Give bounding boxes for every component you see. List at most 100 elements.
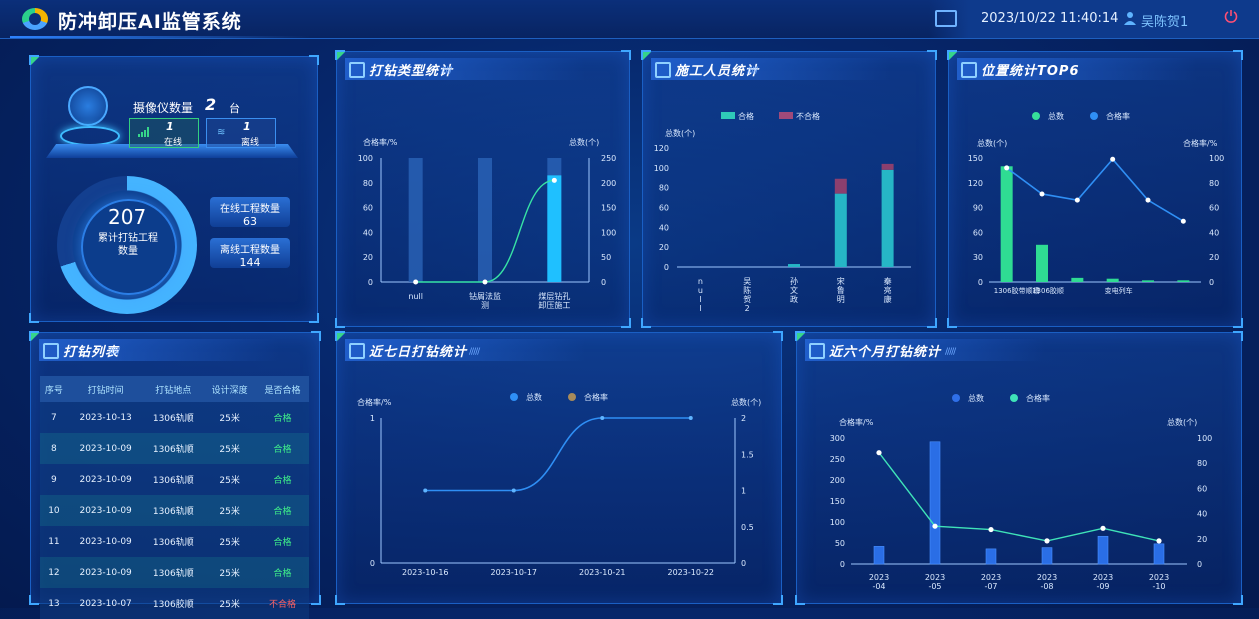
- panel-title-bar: 近六个月打钻统计 /////: [805, 339, 1045, 361]
- y-tick-label-left: 30: [973, 253, 983, 262]
- y-tick-label-left: 0: [840, 560, 845, 569]
- legend-label: 合格: [738, 111, 754, 121]
- series-line: [1006, 158, 1184, 222]
- offline-projects-value: 144: [239, 256, 261, 269]
- wifi-icon: ≋: [217, 127, 226, 138]
- y-axis-title-left: 合格率/%: [357, 397, 392, 407]
- panel-corner-mark: [337, 52, 345, 60]
- table-row[interactable]: 8 2023-10-09 1306轨顺 25米 合格: [40, 433, 309, 464]
- x-tick-label: 吴: [743, 277, 751, 286]
- table-row[interactable]: 9 2023-10-09 1306轨顺 25米 合格: [40, 464, 309, 495]
- offline-camera-count: 1: [243, 120, 251, 133]
- cell-location: 1306轨顺: [143, 495, 204, 526]
- x-tick-label: 2023: [981, 573, 1001, 582]
- legend-swatch: [779, 112, 793, 119]
- y-tick-label-right: 0: [1209, 278, 1214, 287]
- cell-qualified: 合格: [256, 433, 309, 464]
- panel-title: 施工人员统计: [675, 64, 760, 79]
- point: [1100, 525, 1106, 531]
- cell-depth: 25米: [203, 464, 257, 495]
- y-tick-label-right: 100: [1197, 434, 1212, 443]
- y-tick-label-left: 0: [368, 278, 373, 287]
- x-tick-label: 1306胶顺: [1032, 286, 1064, 295]
- x-tick-label: 秦: [884, 276, 892, 286]
- point: [1074, 197, 1080, 203]
- title-slash-deco: /////: [109, 347, 120, 357]
- header-username[interactable]: 吴陈贺1: [1141, 15, 1189, 30]
- y-tick-label-right: 40: [1197, 510, 1207, 519]
- bar-qualified: [834, 193, 847, 267]
- cell-time: 2023-10-07: [67, 588, 144, 619]
- legend-label: 总数: [1048, 111, 1064, 121]
- y-tick-label-left: 20: [363, 253, 373, 262]
- y-tick-label: 40: [659, 223, 669, 232]
- app-logo: [22, 8, 48, 30]
- online-projects-label: 在线工程数量: [220, 204, 280, 215]
- cube-icon: [349, 343, 365, 359]
- cell-index: 10: [40, 495, 68, 526]
- y-tick-label-right: 200: [601, 179, 616, 188]
- cube-icon: [809, 343, 825, 359]
- cube-icon: [655, 62, 671, 78]
- y-tick-label-left: 1: [370, 414, 375, 423]
- total-projects-label: 累计打钻工程数量: [98, 233, 158, 257]
- series-line: [415, 179, 555, 283]
- y-tick-label-left: 60: [363, 204, 373, 213]
- power-icon[interactable]: [1224, 9, 1238, 23]
- y-tick-label-right: 20: [1209, 253, 1219, 262]
- table-row[interactable]: 7 2023-10-13 1306轨顺 25米 合格: [40, 402, 309, 433]
- y-tick-label-right: 60: [1197, 484, 1207, 493]
- x-tick-label: 宋: [837, 276, 845, 286]
- cell-time: 2023-10-09: [67, 464, 144, 495]
- offline-projects-label: 离线工程数量: [220, 245, 280, 256]
- x-tick-label: 卸压施工: [538, 300, 570, 310]
- y-tick-label-left: 0: [370, 559, 375, 568]
- point: [1039, 191, 1045, 197]
- x-tick-label: 2023: [925, 573, 945, 582]
- camera-count-label: 摄像仪数量: [133, 101, 194, 115]
- y-axis-title-left: 合格率/%: [839, 417, 874, 427]
- y-tick-label-left: 40: [363, 228, 373, 237]
- cell-index: 7: [40, 402, 68, 433]
- user-icon: [1124, 12, 1136, 25]
- bar: [1097, 535, 1109, 565]
- panel-corner-mark: [797, 333, 805, 341]
- monitor-icon[interactable]: [935, 10, 957, 27]
- online-projects-value: 63: [243, 215, 257, 228]
- bar: [1106, 278, 1119, 282]
- cell-index: 12: [40, 557, 68, 588]
- table-row[interactable]: 13 2023-10-07 1306胶顺 25米 不合格: [40, 588, 309, 619]
- y-tick-label-right: 50: [601, 253, 611, 262]
- y-axis-title-right: 总数(个): [1167, 417, 1197, 427]
- app-title: 防冲卸压AI监管系统: [58, 11, 242, 33]
- bar-unqualified: [881, 163, 894, 170]
- y-tick-label-right: 80: [1209, 179, 1219, 188]
- y-axis-title-left: 总数(个): [977, 138, 1007, 148]
- x-tick-label: 政: [790, 294, 798, 304]
- table-row[interactable]: 12 2023-10-09 1306轨顺 25米 合格: [40, 557, 309, 588]
- y-tick-label-left: 300: [830, 434, 845, 443]
- cell-qualified: 合格: [256, 526, 309, 557]
- header-right-bg: [929, 0, 1259, 38]
- x-tick-label: 鲁: [837, 285, 845, 295]
- bar-qualified: [788, 264, 800, 267]
- panel-corner-mark: [643, 52, 651, 60]
- cell-qualified: 合格: [256, 402, 309, 433]
- point: [876, 450, 882, 456]
- x-tick-label: 2023: [1037, 573, 1057, 582]
- camera-halo: [60, 126, 120, 146]
- y-tick-label-left: 50: [835, 539, 845, 548]
- table-row[interactable]: 11 2023-10-09 1306轨顺 25米 合格: [40, 526, 309, 557]
- x-tick-label: 2: [745, 304, 750, 313]
- panel-corner-mark: [31, 57, 39, 65]
- cell-location: 1306轨顺: [143, 557, 204, 588]
- legend-label: 合格率: [1106, 111, 1130, 121]
- point: [600, 416, 605, 420]
- cell-depth: 25米: [203, 557, 257, 588]
- panel-title-bar: 打钻列表 /////: [39, 339, 279, 361]
- bar-background: [478, 158, 492, 282]
- bar-qualified: [881, 169, 894, 267]
- table-row[interactable]: 10 2023-10-09 1306轨顺 25米 合格: [40, 495, 309, 526]
